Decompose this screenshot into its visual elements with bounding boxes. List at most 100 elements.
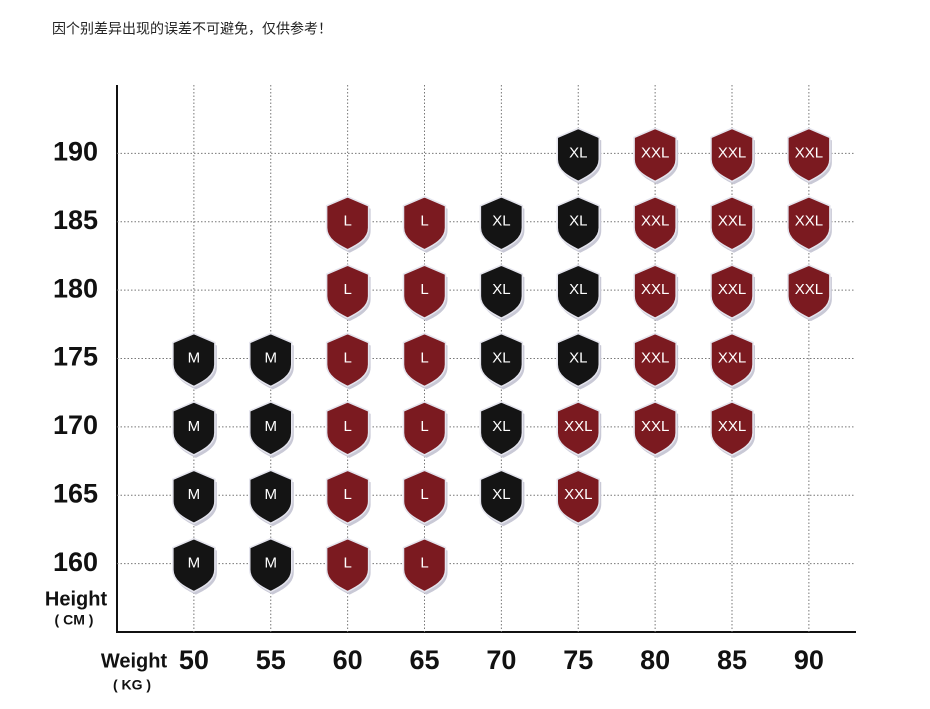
size-label: XL xyxy=(492,486,510,503)
shield-body xyxy=(710,127,754,183)
shield-body xyxy=(633,401,677,456)
shield-body xyxy=(479,264,524,319)
x-tick-label: 70 xyxy=(486,645,516,675)
shield-body xyxy=(325,537,370,593)
shield-body xyxy=(325,332,370,388)
size-shield: L xyxy=(325,469,371,527)
y-tick-label: 160 xyxy=(53,547,98,577)
size-label: M xyxy=(265,555,278,572)
shield-body xyxy=(556,127,600,183)
note: 因个别差异出现的误差不可避免，仅供参考！ xyxy=(52,21,332,37)
y-tick-label: 190 xyxy=(53,137,98,167)
shield-body xyxy=(249,401,293,456)
size-label: L xyxy=(343,281,351,298)
x-tick-label: 75 xyxy=(563,645,593,675)
size-label: XXL xyxy=(641,418,669,435)
size-label: M xyxy=(188,555,201,572)
shield-body xyxy=(556,469,600,525)
size-shield: M xyxy=(249,537,294,595)
size-label: M xyxy=(188,486,201,503)
shield-body xyxy=(479,469,524,525)
y-tick-label: 165 xyxy=(53,478,98,508)
shield-body xyxy=(402,469,447,525)
size-shield: L xyxy=(402,264,448,322)
shield-body xyxy=(710,264,754,319)
size-shield: M xyxy=(172,469,217,527)
size-shield: XXL xyxy=(633,264,679,322)
size-shield: L xyxy=(402,332,448,390)
size-label: XL xyxy=(492,349,510,366)
size-label: L xyxy=(420,555,428,572)
size-shield: L xyxy=(402,537,448,595)
size-label: XL xyxy=(492,418,510,435)
size-shield: XXL xyxy=(633,195,679,253)
x-tick-label: 65 xyxy=(409,645,439,675)
size-shield: L xyxy=(325,401,371,458)
shield-body xyxy=(172,401,216,456)
y-tick-label: 180 xyxy=(53,273,98,303)
y-tick-label: 175 xyxy=(53,342,98,372)
size-shield: XXL xyxy=(556,469,602,527)
shield-body xyxy=(249,469,293,525)
x-tick-label: 90 xyxy=(794,645,824,675)
x-tick-label: 50 xyxy=(179,645,209,675)
size-shield: XL xyxy=(556,332,602,390)
size-label: M xyxy=(265,418,278,435)
size-shield: M xyxy=(172,401,217,458)
shield-body xyxy=(479,195,524,251)
shield-body xyxy=(710,401,754,456)
size-label: XXL xyxy=(718,144,746,161)
x-tick-label: 80 xyxy=(640,645,670,675)
size-label: L xyxy=(343,349,351,366)
shield-body xyxy=(556,195,600,251)
size-shield: M xyxy=(172,332,217,390)
size-label: L xyxy=(420,418,428,435)
size-label: XXL xyxy=(564,418,592,435)
y-axis-unit: ( CM ) xyxy=(55,612,94,628)
size-shield: L xyxy=(325,195,371,253)
size-label: L xyxy=(420,486,428,503)
size-shield: XL xyxy=(556,127,602,185)
size-label: L xyxy=(343,418,351,435)
size-label: M xyxy=(188,349,201,366)
size-shield: XXL xyxy=(710,401,755,458)
size-shield: M xyxy=(172,537,217,595)
shield-body xyxy=(172,469,216,525)
size-shield: M xyxy=(249,401,294,458)
shield-body xyxy=(633,332,677,388)
size-shield: XXL xyxy=(787,195,832,253)
size-label: L xyxy=(420,349,428,366)
shield-body xyxy=(402,195,447,251)
shield-body xyxy=(402,401,447,456)
shield-body xyxy=(249,537,293,593)
size-shield: L xyxy=(402,195,448,253)
size-label: XXL xyxy=(641,349,669,366)
shield-body xyxy=(556,264,600,319)
y-tick-label: 185 xyxy=(53,205,98,235)
size-label: M xyxy=(188,418,201,435)
shield-body xyxy=(402,264,447,319)
size-shield: XXL xyxy=(787,264,832,322)
size-label: XXL xyxy=(641,213,669,230)
size-label: XXL xyxy=(718,281,746,298)
size-shield: M xyxy=(249,469,294,527)
size-label: XL xyxy=(569,144,587,161)
size-label: XXL xyxy=(641,281,669,298)
size-shield: XL xyxy=(556,195,602,253)
x-axis-unit: ( KG ) xyxy=(113,677,151,693)
size-label: XL xyxy=(569,213,587,230)
size-shield: L xyxy=(402,469,448,527)
size-label: XXL xyxy=(718,418,746,435)
shield-body xyxy=(633,127,677,183)
size-label: XXL xyxy=(718,213,746,230)
shield-body xyxy=(249,332,293,388)
size-shield: L xyxy=(325,332,371,390)
size-label: L xyxy=(420,213,428,230)
shield-body xyxy=(633,195,677,251)
size-shield: XL xyxy=(479,195,525,253)
size-shield: XL xyxy=(479,332,525,390)
size-shield: L xyxy=(325,537,371,595)
shield-body xyxy=(710,332,754,388)
size-shield: XL xyxy=(479,401,525,458)
